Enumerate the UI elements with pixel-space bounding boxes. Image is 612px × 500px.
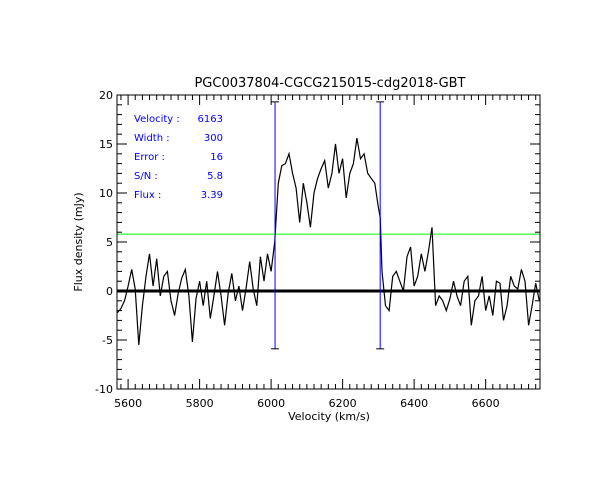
y-tick-label: 5 <box>106 236 113 249</box>
plot-frame <box>116 94 541 390</box>
annotation-value: 5.8 <box>207 171 223 182</box>
x-tick-label: 6000 <box>257 397 285 410</box>
annotation-value: 3.39 <box>201 190 223 201</box>
x-tick-label: 6600 <box>472 397 500 410</box>
annotation-label: S/N : <box>134 171 158 182</box>
annotation-label: Flux : <box>134 190 161 201</box>
y-tick-label: 10 <box>99 187 113 200</box>
x-tick-label: 6400 <box>400 397 428 410</box>
annotation-value: 300 <box>204 133 223 144</box>
annotation-label: Width : <box>134 133 170 144</box>
x-tick-label: 6200 <box>329 397 357 410</box>
x-axis-label: Velocity (km/s) <box>288 410 370 423</box>
annotation-value: 16 <box>210 152 223 163</box>
y-tick-label: -10 <box>95 383 113 396</box>
y-tick-label: 20 <box>99 89 113 102</box>
annotation-value: 6163 <box>198 114 223 125</box>
y-tick-label: 0 <box>106 285 113 298</box>
chart-title: PGC0037804-CGCG215015-cdg2018-GBT <box>194 76 465 91</box>
annotation-label: Error : <box>134 152 165 163</box>
spectrum-line <box>116 137 540 345</box>
y-tick-label: -5 <box>102 334 113 347</box>
y-axis-label: Flux density (mJy) <box>72 192 85 291</box>
x-tick-label: 5600 <box>114 397 142 410</box>
x-tick-label: 5800 <box>186 397 214 410</box>
y-tick-label: 15 <box>99 138 113 151</box>
annotation-label: Velocity : <box>134 114 180 125</box>
